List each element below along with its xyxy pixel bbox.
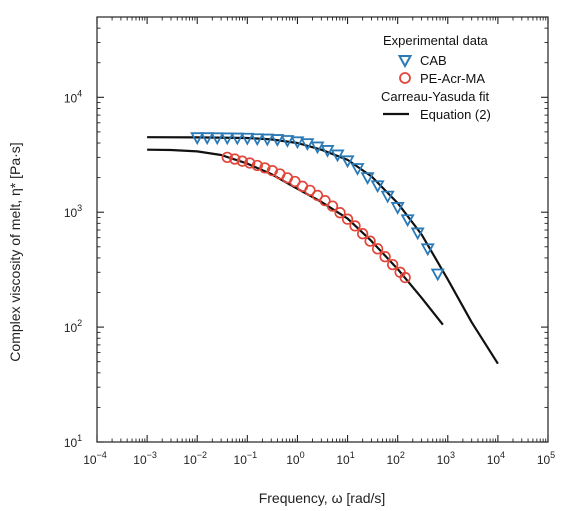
cab-point <box>310 141 325 155</box>
y-tick-label: 101 <box>64 433 82 450</box>
pe-acr-ma-point <box>356 228 369 240</box>
cab-point <box>320 145 335 158</box>
cab-point <box>370 180 385 194</box>
legend-header-experimental: Experimental data <box>383 33 489 48</box>
cab-point <box>290 136 305 150</box>
cab-point <box>430 268 445 282</box>
x-tick-label: 10−2 <box>183 450 207 467</box>
y-axis-title: Complex viscosity of melt, η* [Pa·s] <box>7 142 23 361</box>
fit-line-2 <box>147 136 499 365</box>
pe-acr-ma-point <box>386 258 399 271</box>
plot-area <box>96 16 549 443</box>
cab-point <box>280 135 295 148</box>
x-tick-label: 101 <box>336 450 354 467</box>
fit-curves <box>147 136 499 365</box>
cab-point <box>240 132 255 146</box>
cab-point <box>390 202 405 215</box>
x-axis-title: Frequency, ω [rad/s] <box>259 490 386 506</box>
y-tick-label: 103 <box>64 203 82 220</box>
pe-acr-ma-point <box>311 189 324 202</box>
pe-acr-ma-point <box>251 159 263 172</box>
cab-point <box>200 132 215 146</box>
cab-point <box>340 155 355 169</box>
legend-marker-cab <box>397 55 413 69</box>
cab-point <box>400 214 415 228</box>
cab-point <box>300 138 315 152</box>
pe-acr-ma-point <box>229 153 241 165</box>
pe-acr-ma-point <box>334 207 346 219</box>
x-tick-label: 100 <box>286 450 304 467</box>
cab-point <box>190 132 205 146</box>
cab-point <box>330 149 345 163</box>
legend-label-equation: Equation (2) <box>420 107 491 122</box>
pe-acr-ma-point <box>371 243 384 255</box>
pe-acr-ma-point <box>319 195 331 207</box>
legend-header-fit: Carreau-Yasuda fit <box>381 89 490 104</box>
cab-point <box>210 132 225 146</box>
pe-acr-ma-point <box>379 251 391 263</box>
pe-acr-ma-point <box>326 200 339 212</box>
x-tick-label: 105 <box>537 450 555 467</box>
cab-point <box>220 132 235 146</box>
cab-point <box>360 172 375 185</box>
pe-acr-ma-point <box>221 151 233 164</box>
pe-acr-ma-point <box>244 157 256 169</box>
y-tick-label: 104 <box>64 88 82 105</box>
pe-acr-ma-point <box>236 155 248 167</box>
cab-point <box>420 243 435 257</box>
legend-marker-pe-acr-ma <box>399 72 411 84</box>
cab-point <box>270 134 285 147</box>
x-tick-label: 10−3 <box>133 450 157 467</box>
pe-acr-ma-point <box>399 271 411 284</box>
pe-acr-ma-point <box>341 213 354 225</box>
x-tick-label: 102 <box>386 450 404 467</box>
legend: Experimental data CAB PE-Acr-MA Carreau-… <box>381 33 491 122</box>
pe-acr-ma-point <box>364 235 376 247</box>
x-tick-label: 10−1 <box>234 450 258 467</box>
cab-point <box>350 163 365 176</box>
x-tick-label: 10−4 <box>83 450 107 467</box>
y-tick-label: 102 <box>64 318 82 335</box>
x-tick-label: 103 <box>437 450 455 467</box>
legend-label-cab: CAB <box>420 53 447 68</box>
plot-frame <box>96 16 549 443</box>
cab-point <box>380 190 395 204</box>
x-tick-label: 104 <box>487 450 505 467</box>
data-points <box>190 132 445 284</box>
cab-point <box>410 227 425 241</box>
pe-acr-ma-point <box>304 184 316 196</box>
cab-point <box>250 133 265 147</box>
pe-acr-ma-point <box>349 220 361 232</box>
cab-point <box>260 133 275 147</box>
cab-point <box>230 132 245 146</box>
pe-acr-ma-point <box>259 162 271 174</box>
legend-label-pe-acr-ma: PE-Acr-MA <box>420 71 485 86</box>
